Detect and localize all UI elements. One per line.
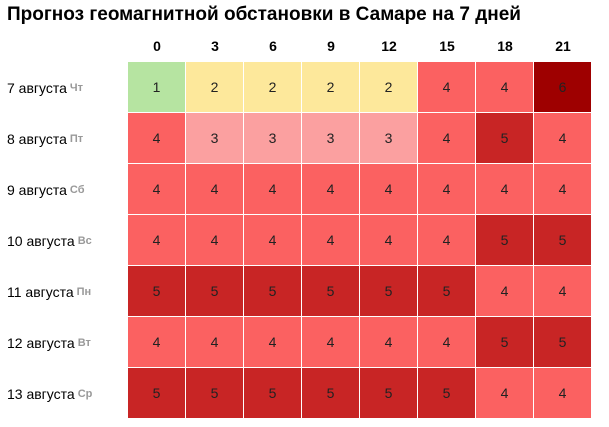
forecast-row: 9 августа Сб 4 4 4 4 4 4 4 4: [0, 164, 592, 215]
kp-cell: 5: [186, 368, 243, 418]
kp-cell: 4: [476, 266, 533, 316]
date-label: 8 августа: [7, 130, 67, 147]
date-label: 7 августа: [7, 79, 67, 96]
kp-cell: 4: [244, 215, 301, 265]
forecast-row: 8 августа Пт 4 3 3 3 3 4 5 4: [0, 113, 592, 164]
kp-cell: 3: [186, 113, 243, 163]
hour-label: 9: [327, 38, 335, 54]
row-label: 8 августа Пт: [0, 113, 128, 164]
forecast-row: 7 августа Чт 1 2 2 2 2 4 4 6: [0, 62, 592, 113]
kp-cell: 5: [476, 113, 533, 163]
kp-cell: 4: [418, 113, 475, 163]
kp-cell: 2: [360, 62, 417, 112]
kp-cell: 5: [302, 368, 359, 418]
kp-cell: 3: [360, 113, 417, 163]
kp-cell: 1: [128, 62, 185, 112]
date-label: 9 августа: [7, 181, 67, 198]
kp-cell: 3: [302, 113, 359, 163]
kp-cell: 4: [360, 164, 417, 214]
kp-cell: 5: [186, 266, 243, 316]
hour-header-row: 0 3 6 9 12 15 18 21: [128, 38, 592, 54]
kp-cell: 5: [244, 368, 301, 418]
date-label: 13 августа: [7, 385, 75, 402]
row-label: 12 августа Вт: [0, 317, 128, 368]
kp-cell: 5: [360, 368, 417, 418]
kp-cell: 4: [534, 266, 591, 316]
date-label: 12 августа: [7, 334, 75, 351]
hour-label: 6: [269, 38, 277, 54]
kp-cell: 4: [418, 62, 475, 112]
kp-cell: 4: [128, 317, 185, 367]
kp-cell: 5: [418, 368, 475, 418]
weekday-label: Вт: [77, 336, 91, 349]
hour-label: 18: [497, 38, 513, 54]
kp-cell: 4: [476, 62, 533, 112]
forecast-row: 11 августа Пн 5 5 5 5 5 5 4 4: [0, 266, 592, 317]
hour-label: 3: [211, 38, 219, 54]
kp-cell: 4: [186, 215, 243, 265]
kp-cell: 4: [534, 164, 591, 214]
kp-cell: 4: [476, 164, 533, 214]
kp-cell: 4: [418, 317, 475, 367]
kp-cell: 5: [302, 266, 359, 316]
hour-label: 15: [439, 38, 455, 54]
hour-label: 21: [555, 38, 571, 54]
kp-cell: 3: [244, 113, 301, 163]
kp-cell: 2: [244, 62, 301, 112]
kp-cell: 2: [302, 62, 359, 112]
kp-cell: 5: [534, 317, 591, 367]
kp-cell: 4: [128, 215, 185, 265]
kp-cell: 4: [186, 164, 243, 214]
row-label: 13 августа Ср: [0, 368, 128, 419]
hour-label: 0: [153, 38, 161, 54]
kp-cell: 4: [534, 368, 591, 418]
kp-cell: 4: [244, 164, 301, 214]
kp-cell: 5: [128, 266, 185, 316]
kp-cell: 4: [128, 113, 185, 163]
forecast-row: 10 августа Вс 4 4 4 4 4 4 5 5: [0, 215, 592, 266]
kp-cell: 4: [418, 164, 475, 214]
row-label: 11 августа Пн: [0, 266, 128, 317]
row-label: 10 августа Вс: [0, 215, 128, 266]
kp-cell: 4: [244, 317, 301, 367]
kp-cell: 4: [360, 215, 417, 265]
forecast-row: 12 августа Вт 4 4 4 4 4 4 5 5: [0, 317, 592, 368]
weekday-label: Ср: [77, 387, 93, 400]
weekday-label: Сб: [69, 183, 85, 196]
kp-cell: 5: [534, 215, 591, 265]
kp-cell: 4: [302, 215, 359, 265]
weekday-label: Пт: [69, 132, 84, 145]
kp-cell: 5: [476, 317, 533, 367]
kp-cell: 4: [302, 164, 359, 214]
weekday-label: Чт: [69, 81, 84, 94]
page-title: Прогноз геомагнитной обстановки в Самаре…: [7, 4, 521, 25]
kp-cell: 4: [302, 317, 359, 367]
kp-cell: 4: [534, 113, 591, 163]
weekday-label: Пн: [76, 285, 92, 298]
forecast-grid: 7 августа Чт 1 2 2 2 2 4 4 6 8 августа Пт 4 3 3 3 3 4 5 4 9 …: [0, 62, 592, 419]
kp-cell: 5: [360, 266, 417, 316]
kp-cell: 2: [186, 62, 243, 112]
forecast-row: 13 августа Ср 5 5 5 5 5 5 4 4: [0, 368, 592, 419]
date-label: 10 августа: [7, 232, 75, 249]
weekday-label: Вс: [77, 234, 92, 247]
kp-cell: 4: [186, 317, 243, 367]
row-label: 7 августа Чт: [0, 62, 128, 113]
date-label: 11 августа: [7, 283, 74, 300]
kp-cell: 4: [128, 164, 185, 214]
kp-cell: 5: [418, 266, 475, 316]
kp-cell: 5: [128, 368, 185, 418]
kp-cell: 4: [418, 215, 475, 265]
kp-cell: 4: [476, 368, 533, 418]
kp-cell: 6: [534, 62, 591, 112]
kp-cell: 5: [244, 266, 301, 316]
hour-label: 12: [381, 38, 397, 54]
row-label: 9 августа Сб: [0, 164, 128, 215]
kp-cell: 4: [360, 317, 417, 367]
kp-cell: 5: [476, 215, 533, 265]
